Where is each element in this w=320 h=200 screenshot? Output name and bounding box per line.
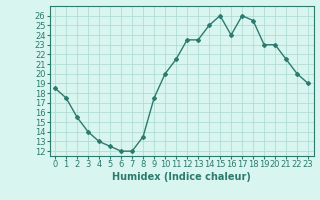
X-axis label: Humidex (Indice chaleur): Humidex (Indice chaleur) [112, 172, 251, 182]
